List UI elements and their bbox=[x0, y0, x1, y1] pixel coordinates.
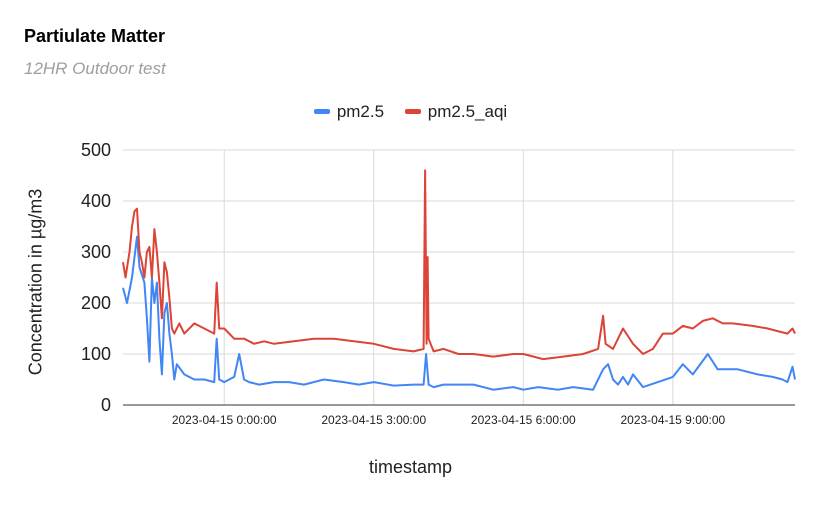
x-tick-label: 2023-04-15 3:00:00 bbox=[321, 413, 426, 427]
y-tick-label: 300 bbox=[81, 242, 111, 262]
legend-label-pm25: pm2.5 bbox=[336, 101, 385, 121]
legend-swatch-pm25 bbox=[313, 109, 330, 114]
x-tick-label: 2023-04-15 0:00:00 bbox=[172, 413, 277, 427]
legend: pm2.5 pm2.5_aqi bbox=[0, 99, 821, 122]
x-axis-ticks: 2023-04-15 0:00:00 2023-04-15 3:00:00 2023… bbox=[172, 413, 726, 427]
legend-item-pm25[interactable]: pm2.5 bbox=[313, 101, 385, 122]
y-tick-label: 0 bbox=[101, 395, 111, 415]
y-tick-label: 500 bbox=[81, 140, 111, 160]
series-line-pm25-aqi bbox=[122, 169, 796, 361]
y-tick-label: 100 bbox=[81, 344, 111, 364]
legend-swatch-pm25-aqi bbox=[404, 109, 421, 114]
y-tick-label: 400 bbox=[81, 191, 111, 211]
chart-title: Partiulate Matter bbox=[24, 26, 166, 46]
chart-subtitle: 12HR Outdoor test bbox=[24, 59, 166, 78]
x-tick-label: 2023-04-15 9:00:00 bbox=[620, 413, 725, 427]
series-line-pm25 bbox=[122, 235, 796, 391]
y-tick-label: 200 bbox=[81, 293, 111, 313]
gridlines bbox=[123, 149, 795, 405]
y-axis-ticks: 0 100 200 300 400 500 bbox=[81, 140, 111, 415]
legend-item-pm25-aqi[interactable]: pm2.5_aqi bbox=[404, 101, 508, 122]
x-axis-label: timestamp bbox=[368, 457, 453, 477]
x-tick-label: 2023-04-15 6:00:00 bbox=[471, 413, 576, 427]
series-lines bbox=[122, 169, 796, 391]
y-axis-label: Concentration in µg/m3 bbox=[25, 188, 46, 376]
legend-label-pm25-aqi: pm2.5_aqi bbox=[427, 101, 508, 121]
